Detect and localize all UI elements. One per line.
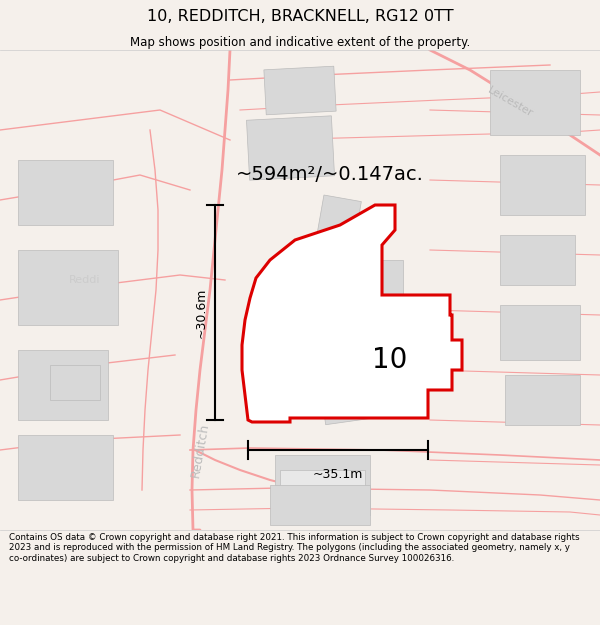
Bar — [18, 160, 113, 225]
Bar — [500, 305, 580, 360]
Bar — [275, 455, 370, 515]
Text: Map shows position and indicative extent of the property.: Map shows position and indicative extent… — [130, 36, 470, 49]
Text: Contains OS data © Crown copyright and database right 2021. This information is : Contains OS data © Crown copyright and d… — [9, 533, 580, 562]
Text: ~35.1m: ~35.1m — [313, 468, 363, 481]
Bar — [500, 235, 575, 285]
Bar — [18, 250, 118, 325]
Text: Leicester: Leicester — [485, 85, 535, 119]
Polygon shape — [242, 205, 462, 422]
Bar — [18, 350, 108, 420]
Bar — [270, 485, 370, 525]
Bar — [500, 155, 585, 215]
Bar — [280, 470, 365, 515]
Bar — [355, 260, 403, 298]
Bar — [317, 195, 361, 243]
Bar — [50, 365, 100, 400]
Bar — [18, 435, 113, 500]
Text: ~30.6m: ~30.6m — [194, 288, 208, 338]
Text: 10, REDDITCH, BRACKNELL, RG12 0TT: 10, REDDITCH, BRACKNELL, RG12 0TT — [146, 9, 454, 24]
Bar — [311, 310, 400, 425]
Bar — [264, 66, 336, 115]
Bar — [490, 70, 580, 135]
Bar — [247, 116, 335, 180]
Text: ~594m²/~0.147ac.: ~594m²/~0.147ac. — [236, 165, 424, 184]
Bar — [505, 375, 580, 425]
Text: Redditch: Redditch — [189, 422, 211, 478]
Text: Reddi: Reddi — [69, 275, 101, 285]
Text: 10: 10 — [373, 346, 407, 374]
